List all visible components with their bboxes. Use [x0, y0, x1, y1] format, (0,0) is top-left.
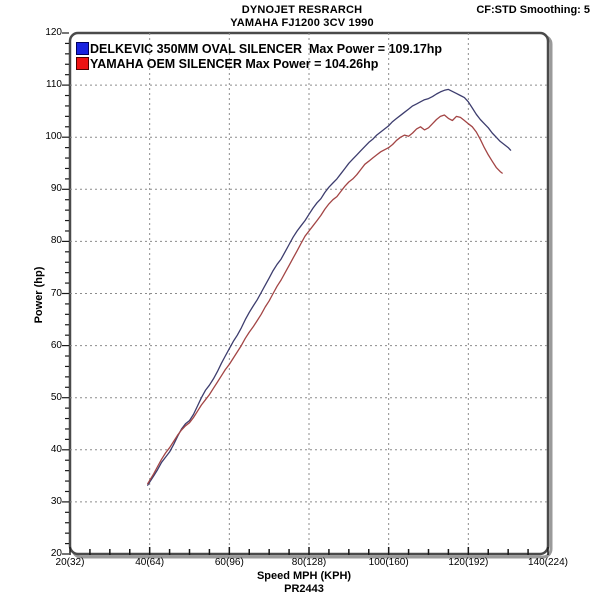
x-axis-title: Speed MPH (KPH)	[256, 570, 352, 582]
power-curve-yamaha-oem	[147, 114, 503, 485]
y-axis-title: Power (hp)	[33, 266, 45, 324]
yamaha-oem-series-swatch-icon	[76, 57, 89, 70]
yamaha-oem-series-label: YAMAHA OEM SILENCER Max Power = 104.26hp	[90, 56, 379, 71]
chart-legend: DELKEVIC 350MM OVAL SILENCER Max Power =…	[76, 41, 442, 71]
delkevic-series-swatch-icon	[76, 42, 89, 55]
chart-title: DYNOJET RESRARCH	[241, 4, 363, 16]
delkevic-series-label: DELKEVIC 350MM OVAL SILENCER Max Power =…	[90, 41, 443, 56]
legend-row-yamaha-oem: YAMAHA OEM SILENCER Max Power = 104.26hp	[76, 56, 442, 71]
run-id-label: PR2443	[284, 583, 324, 595]
legend-row-delkevic: DELKEVIC 350MM OVAL SILENCER Max Power =…	[76, 41, 442, 56]
power-curve-delkevic	[147, 88, 512, 486]
smoothing-setting-label: CF:STD Smoothing: 5	[476, 4, 590, 16]
chart-subtitle: YAMAHA FJ1200 3CV 1990	[230, 17, 374, 29]
